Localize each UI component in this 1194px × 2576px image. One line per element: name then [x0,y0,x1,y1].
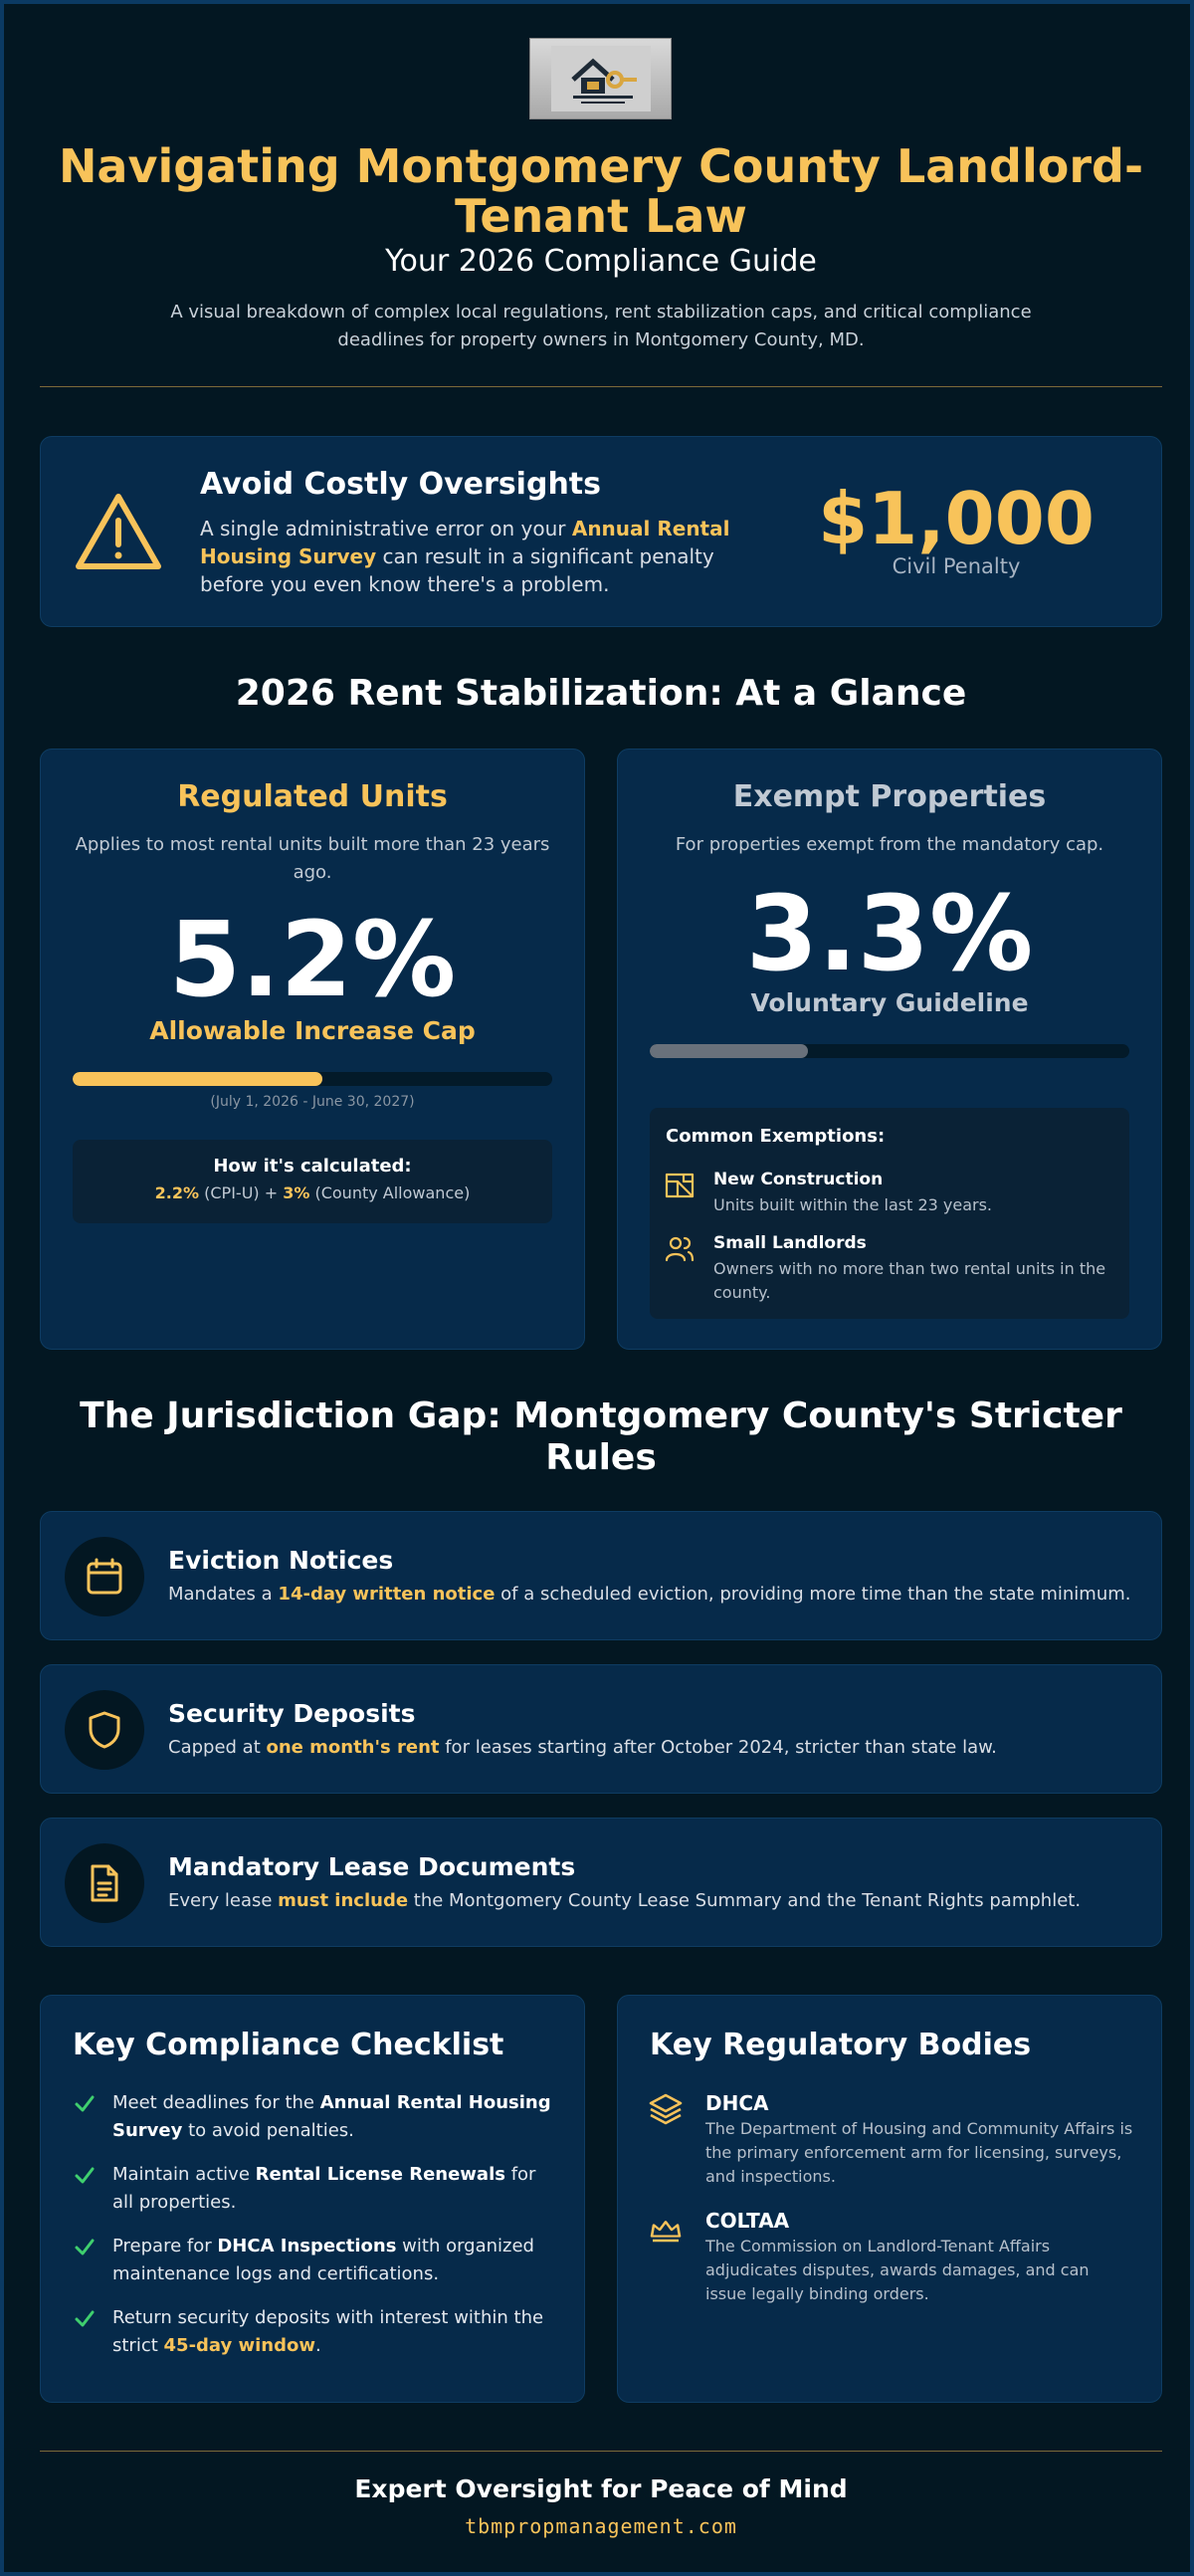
calculation-box: How it's calculated: 2.2% (CPI-U) + 3% (… [73,1140,552,1223]
calculation-formula: 2.2% (CPI-U) + 3% (County Allowance) [154,1183,471,1202]
alert-highlight: Annual Rental Housing Survey [200,517,730,568]
warning-triangle-icon [73,491,164,578]
layers-icon [648,2091,684,2131]
penalty-alert-card: Avoid Costly Oversights A single adminis… [40,436,1162,627]
exemption-desc-new-construction: Units built within the last 23 years. [713,1195,993,1214]
check-icon [75,2095,95,2112]
exemption-title-small-landlords: Small Landlords [713,1233,867,1253]
check-icon [75,2167,95,2184]
regulated-progress-bar [73,1072,552,1086]
body-name-coltaa: COLTAA [705,2209,790,2233]
exempt-guideline-label: Voluntary Guideline [750,988,1029,1017]
alert-text: A single administrative error on your An… [200,517,730,596]
rule-card-deposits: Security Deposits Capped at one month's … [40,1664,1162,1794]
check-icon [75,2239,95,2255]
footer-divider [40,2451,1162,2452]
penalty-label: Civil Penalty [892,554,1021,578]
regulated-title: Regulated Units [177,779,448,814]
body-desc-dhca: The Department of Housing and Community … [705,2119,1133,2186]
company-logo [529,38,672,119]
users-icon [664,1233,696,1269]
compliance-checklist-card: Key Compliance Checklist Meet deadlines … [40,1995,585,2403]
exempt-progress-bar [650,1044,1129,1058]
regulated-cap-value: 5.2% [168,899,457,1020]
regulated-progress-fill [73,1072,322,1086]
document-icon [65,1843,144,1923]
jurisdiction-gap-heading: The Jurisdiction Gap: Montgomery County'… [80,1395,1122,1478]
rule-title-deposits: Security Deposits [168,1699,416,1728]
rule-desc-lease-documents: Every lease must include the Montgomery … [168,1890,1082,1911]
rule-desc-deposits: Capped at one month's rent for leases st… [168,1737,997,1758]
blueprint-icon [664,1170,696,1205]
exempt-title: Exempt Properties [732,779,1047,814]
calculation-title: How it's calculated: [213,1156,412,1177]
exemption-desc-small-landlords: Owners with no more than two rental unit… [713,1259,1106,1302]
exemptions-title: Common Exemptions: [666,1126,886,1147]
regulated-date-range: (July 1, 2026 - June 30, 2027) [210,1094,415,1110]
exemptions-box: Common Exemptions: New Construction Unit… [650,1108,1129,1319]
regulated-desc: Applies to most rental units built more … [75,834,550,883]
bodies-title: Key Regulatory Bodies [650,2028,1032,2062]
alert-title: Avoid Costly Oversights [200,467,601,502]
page-intro: A visual breakdown of complex local regu… [170,302,1032,350]
body-desc-coltaa: The Commission on Landlord-Tenant Affair… [705,2237,1090,2303]
rule-card-lease-documents: Mandatory Lease Documents Every lease mu… [40,1818,1162,1947]
exemption-title-new-construction: New Construction [713,1170,884,1189]
shield-icon [65,1690,144,1770]
rule-title-lease-documents: Mandatory Lease Documents [168,1852,576,1881]
page-title: Navigating Montgomery County Landlord-Te… [58,139,1144,243]
checklist-title: Key Compliance Checklist [73,2028,504,2062]
footer-title: Expert Oversight for Peace of Mind [354,2474,848,2503]
rule-card-eviction: Eviction Notices Mandates a 14-day writt… [40,1511,1162,1640]
regulatory-bodies-card: Key Regulatory Bodies DHCA The Departmen… [617,1995,1162,2403]
exempt-guideline-value: 3.3% [745,873,1034,994]
penalty-amount: $1,000 [818,477,1094,560]
exempt-properties-card: Exempt Properties For properties exempt … [617,749,1162,1350]
crown-icon [648,2211,684,2251]
rule-desc-eviction: Mandates a 14-day written notice of a sc… [168,1584,1131,1605]
calendar-icon [65,1537,144,1616]
header-divider [40,386,1162,387]
exempt-progress-fill [650,1044,809,1058]
check-icon [75,2310,95,2327]
rent-stabilization-heading: 2026 Rent Stabilization: At a Glance [235,673,967,714]
rule-title-eviction: Eviction Notices [168,1546,394,1575]
body-name-dhca: DHCA [705,2091,769,2115]
exempt-desc: For properties exempt from the mandatory… [675,834,1104,855]
regulated-units-card: Regulated Units Applies to most rental u… [40,749,585,1350]
regulated-cap-label: Allowable Increase Cap [149,1016,476,1045]
footer-website-link[interactable]: tbmpropmanagement.com [465,2514,737,2538]
page-subtitle: Your 2026 Compliance Guide [385,244,817,279]
